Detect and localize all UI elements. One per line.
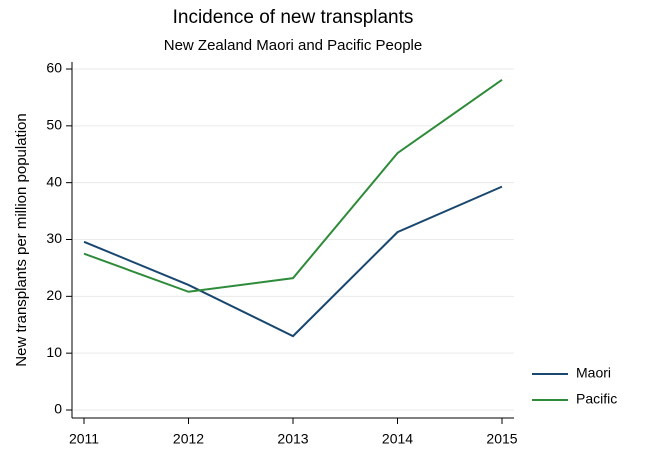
y-tick-label: 40 (46, 173, 62, 189)
series-line (83, 78, 503, 293)
legend-label: Pacific (576, 391, 617, 407)
y-axis-label: New transplants per million population (13, 113, 30, 366)
y-tick-label: 0 (54, 401, 62, 417)
series-line (83, 185, 503, 338)
x-tick-label: 2015 (486, 431, 517, 447)
x-tick-label: 2014 (382, 431, 413, 447)
x-tick-label: 2012 (173, 431, 204, 447)
legend-label: Maori (576, 365, 611, 381)
chart-subtitle: New Zealand Maori and Pacific People (164, 37, 422, 54)
x-tick-label: 2013 (277, 431, 308, 447)
chart-title: Incidence of new transplants (173, 7, 414, 28)
y-tick-label: 50 (46, 117, 62, 133)
y-tick-label: 10 (46, 344, 62, 360)
y-tick-label: 60 (46, 60, 62, 76)
y-tick-label: 20 (46, 287, 62, 303)
y-tick-label: 30 (46, 230, 62, 246)
x-tick-label: 2011 (69, 431, 99, 447)
